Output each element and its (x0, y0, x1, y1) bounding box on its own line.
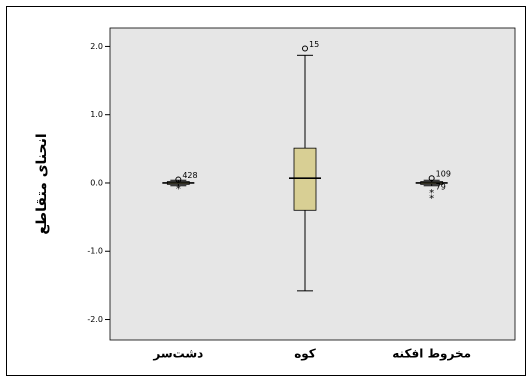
outlier-label: 428 (182, 171, 197, 180)
y-axis-label: انحنای متقاطع (34, 133, 50, 234)
outlier: * (429, 188, 434, 199)
y-tick-label: 1.0 (90, 110, 103, 119)
y-tick-label: 0.0 (90, 178, 103, 187)
x-tick-label: کوه (294, 347, 316, 362)
x-tick-label: مخروط افکنه (392, 347, 471, 362)
outlier: * (176, 184, 181, 195)
y-tick-label: -1.0 (87, 247, 103, 256)
y-tick-label: -2.0 (87, 315, 103, 324)
outlier (428, 175, 435, 182)
y-tick-label: 2.0 (90, 42, 103, 51)
outlier-label: 15 (309, 40, 319, 49)
outlier-label: 109 (436, 170, 451, 179)
outlier (175, 176, 182, 183)
box (293, 147, 317, 211)
outlier: * (429, 194, 434, 205)
outlier-label: 79 (436, 183, 446, 192)
outlier (302, 45, 308, 52)
x-tick-label: دشت‌سر (152, 347, 203, 361)
